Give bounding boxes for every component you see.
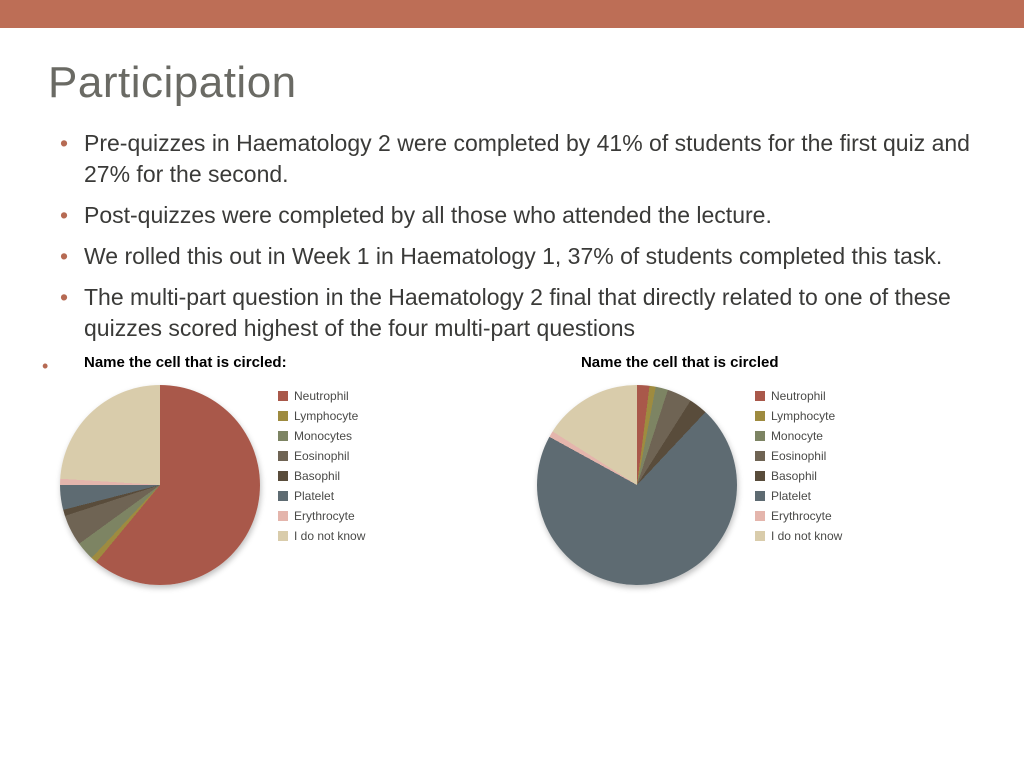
pie-left-wrap (60, 385, 260, 585)
legend-swatch (278, 431, 288, 441)
legend-item: Platelet (755, 489, 842, 503)
legend-item: Lymphocyte (755, 409, 842, 423)
legend-swatch (755, 491, 765, 501)
legend-item: Platelet (278, 489, 365, 503)
legend-swatch (755, 411, 765, 421)
accent-top-bar (0, 0, 1024, 28)
legend-label: I do not know (294, 529, 365, 543)
legend-item: Basophil (755, 469, 842, 483)
legend-label: Monocytes (294, 429, 352, 443)
legend-label: Neutrophil (294, 389, 349, 403)
legend-item: Eosinophil (278, 449, 365, 463)
legend-swatch (278, 391, 288, 401)
legend-label: Basophil (771, 469, 817, 483)
bullet-list: Pre-quizzes in Haematology 2 were comple… (60, 128, 976, 344)
bullet-text: We rolled this out in Week 1 in Haematol… (84, 243, 942, 269)
legend-swatch (755, 431, 765, 441)
legend-item: Eosinophil (755, 449, 842, 463)
legend-label: Neutrophil (771, 389, 826, 403)
chart-right: Name the cell that is circled Neutrophil… (537, 354, 994, 585)
legend-swatch (755, 391, 765, 401)
bullet-item: We rolled this out in Week 1 in Haematol… (60, 241, 976, 272)
legend-swatch (755, 471, 765, 481)
legend-swatch (278, 511, 288, 521)
legend-label: Lymphocyte (294, 409, 358, 423)
legend-item: Lymphocyte (278, 409, 365, 423)
legend-label: Monocyte (771, 429, 823, 443)
chart-left: • Name the cell that is circled: Neutrop… (60, 354, 537, 585)
legend-item: I do not know (278, 529, 365, 543)
legend-item: I do not know (755, 529, 842, 543)
chart-left-title: Name the cell that is circled: (84, 354, 537, 371)
legend-item: Neutrophil (278, 389, 365, 403)
legend-label: Platelet (771, 489, 811, 503)
bullet-item: The multi-part question in the Haematolo… (60, 282, 976, 344)
legend-swatch (755, 511, 765, 521)
legend-label: Platelet (294, 489, 334, 503)
legend-item: Monocyte (755, 429, 842, 443)
legend-swatch (278, 411, 288, 421)
legend-left: Neutrophil Lymphocyte Monocytes Eosinophil B… (278, 389, 365, 543)
pie-right-wrap (537, 385, 737, 585)
bullet-text: Post-quizzes were completed by all those… (84, 202, 772, 228)
legend-swatch (278, 471, 288, 481)
legend-label: Erythrocyte (294, 509, 355, 523)
legend-label: Erythrocyte (771, 509, 832, 523)
legend-item: Erythrocyte (755, 509, 842, 523)
legend-label: Eosinophil (771, 449, 826, 463)
slide-title: Participation (48, 58, 1024, 108)
legend-label: I do not know (771, 529, 842, 543)
legend-swatch (755, 531, 765, 541)
bullet-item: Pre-quizzes in Haematology 2 were comple… (60, 128, 976, 190)
pie-right (537, 385, 737, 585)
bullet-text: The multi-part question in the Haematolo… (84, 284, 951, 341)
legend-label: Eosinophil (294, 449, 349, 463)
legend-label: Basophil (294, 469, 340, 483)
bullet-text: Pre-quizzes in Haematology 2 were comple… (84, 130, 970, 187)
legend-label: Lymphocyte (771, 409, 835, 423)
chart-bullet-icon: • (42, 356, 48, 377)
bullet-item: Post-quizzes were completed by all those… (60, 200, 976, 231)
legend-item: Basophil (278, 469, 365, 483)
legend-item: Erythrocyte (278, 509, 365, 523)
chart-right-title: Name the cell that is circled (581, 354, 994, 371)
legend-right: Neutrophil Lymphocyte Monocyte Eosinophil Ba… (755, 389, 842, 543)
legend-swatch (278, 491, 288, 501)
legend-item: Monocytes (278, 429, 365, 443)
legend-item: Neutrophil (755, 389, 842, 403)
legend-swatch (278, 531, 288, 541)
pie-left (60, 385, 260, 585)
legend-swatch (755, 451, 765, 461)
legend-swatch (278, 451, 288, 461)
charts-row: • Name the cell that is circled: Neutrop… (0, 354, 1024, 585)
